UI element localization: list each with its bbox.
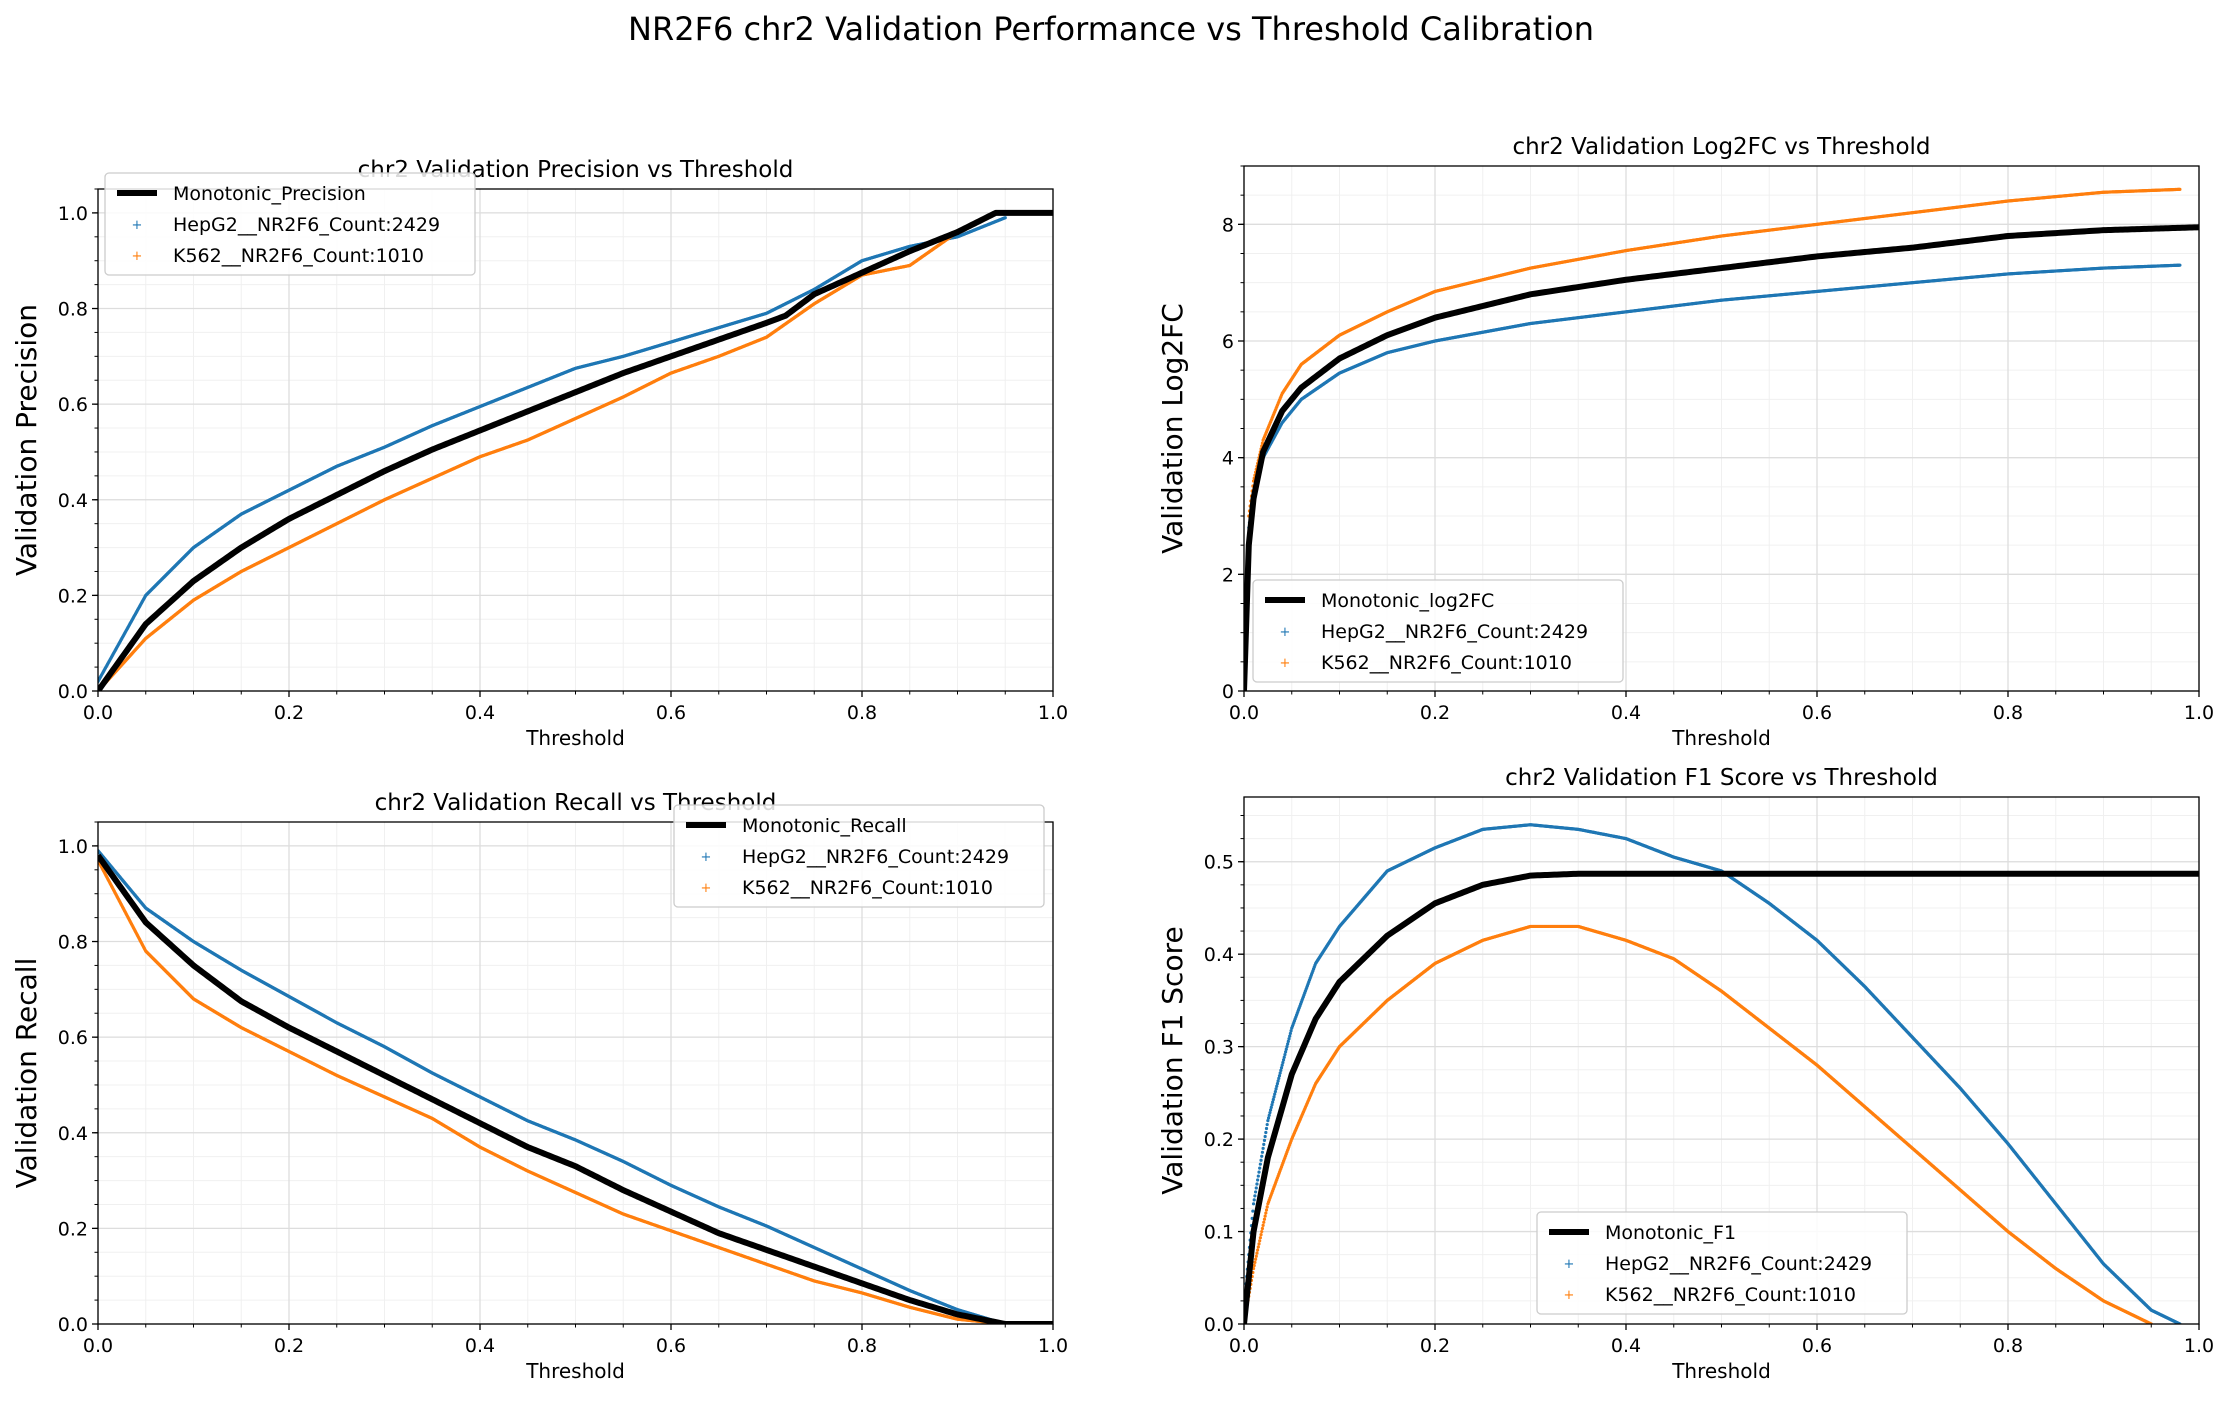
legend-marker-swatch: + — [132, 249, 143, 264]
y-tick-label: 0.4 — [58, 490, 88, 512]
x-axis-label: Threshold — [525, 726, 625, 750]
series-HepG2__NR2F6_Count:2429 — [96, 216, 1006, 683]
y-tick-label: 0.6 — [58, 394, 88, 416]
x-tick-label: 1.0 — [1038, 702, 1068, 724]
data-point — [1004, 216, 1007, 219]
y-tick-label: 0.2 — [58, 585, 88, 607]
y-tick-label: 0.0 — [58, 681, 88, 703]
x-tick-label: 0.2 — [274, 702, 304, 724]
legend-label: Monotonic_Precision — [173, 183, 366, 205]
x-tick-label: 0.6 — [656, 702, 686, 724]
x-tick-label: 0.0 — [83, 702, 113, 724]
legend: Monotonic_Precision + HepG2__NR2F6_Count:2… — [105, 173, 475, 275]
y-tick-label: 0.8 — [58, 299, 88, 321]
legend-label: HepG2__NR2F6_Count:2429 — [173, 214, 440, 236]
legend-marker-swatch: + — [132, 218, 143, 233]
data-point — [2178, 264, 2181, 267]
figure-title: NR2F6 chr2 Validation Performance vs Thr… — [628, 10, 1594, 48]
y-tick-label: 1.0 — [58, 203, 88, 225]
x-tick-label: 0.8 — [847, 702, 877, 724]
y-axis-label: Validation Precision — [10, 304, 43, 576]
legend-label: K562__NR2F6_Count:1010 — [173, 245, 424, 267]
x-tick-label: 0.4 — [465, 702, 495, 724]
